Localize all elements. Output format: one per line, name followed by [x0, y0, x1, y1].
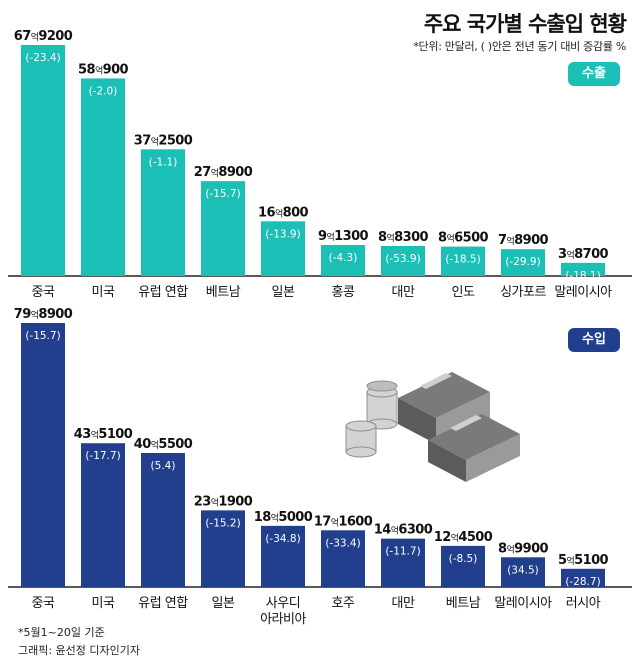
export-value-label: 67억9200 [14, 29, 73, 44]
export-change-label: (-53.9) [385, 253, 420, 265]
import-change-label: (34.5) [507, 564, 539, 576]
export-category-label: 중국 [32, 285, 55, 300]
export-value-label: 3억8700 [558, 247, 608, 262]
import-value-label: 23억1900 [194, 494, 253, 509]
export-bar [441, 246, 485, 276]
import-bar [381, 538, 425, 587]
export-bar [501, 249, 545, 276]
export-value-label: 9억1300 [318, 229, 368, 244]
graphic-credit: 그래픽: 윤선정 디자인기자 [18, 644, 141, 657]
export-value-label: 27억8900 [194, 165, 253, 180]
export-chart: 67억9200 (-23.4) 중국 58억900 (-2.0) 미국 37억2500 (-1… [8, 29, 632, 300]
export-bar [261, 221, 305, 276]
import-bar [141, 453, 185, 587]
import-bar [321, 530, 365, 587]
import-value-label: 12억4500 [434, 530, 493, 545]
import-change-label: (-15.2) [205, 517, 240, 529]
export-category-label: 베트남 [206, 285, 241, 300]
import-value-label: 18억5000 [254, 510, 313, 525]
import-value-label: 14억6300 [374, 523, 433, 538]
export-value-label: 8억6500 [438, 231, 488, 246]
import-value-label: 5억5100 [558, 553, 608, 568]
import-change-label: (-28.7) [565, 576, 600, 588]
export-change-label: (-2.0) [89, 85, 118, 97]
import-change-label: (-33.4) [325, 537, 360, 549]
import-badge: 수입 [568, 328, 620, 352]
import-change-label: (-8.5) [449, 553, 478, 565]
chart-title: 주요 국가별 수출입 현황 [423, 12, 627, 36]
export-category-label: 홍콩 [332, 285, 355, 300]
export-category-label: 말레이시아 [554, 285, 612, 300]
import-value-label: 43억5100 [74, 427, 133, 442]
import-bar [81, 443, 125, 587]
import-category-label: 중국 [32, 596, 55, 611]
import-bar [561, 568, 605, 587]
export-change-label: (-1.1) [149, 156, 178, 168]
export-change-label: (-4.3) [329, 252, 358, 264]
import-category-label: 말레이시아 [494, 596, 552, 611]
export-change-label: (-23.4) [25, 52, 60, 64]
import-value-label: 40억5500 [134, 437, 193, 452]
export-value-label: 16억800 [258, 205, 308, 220]
export-value-label: 7억8900 [498, 233, 548, 248]
import-change-label: (5.4) [151, 460, 176, 472]
export-category-label: 대만 [392, 285, 415, 300]
import-category-label: 호주 [332, 596, 355, 611]
export-change-label: (-18.5) [445, 254, 480, 266]
export-category-label: 싱가포르 [500, 285, 546, 300]
import-bar [441, 545, 485, 587]
import-change-label: (-11.7) [385, 546, 420, 558]
import-change-label: (-17.7) [85, 450, 120, 462]
export-change-label: (-15.7) [205, 188, 240, 200]
import-value-label: 79억8900 [14, 307, 73, 322]
export-value-label: 37억2500 [134, 133, 193, 148]
import-change-label: (-34.8) [265, 533, 300, 545]
import-category-label: 대만 [392, 596, 415, 611]
export-category-label: 유럽 연합 [138, 285, 188, 300]
import-chart: 79억8900 (-15.7) 중국 43억5100 (-17.7) 미국 40억5500 (… [8, 307, 632, 627]
export-bar [321, 244, 365, 276]
import-value-label: 8억9900 [498, 541, 548, 556]
export-change-label: (-13.9) [265, 228, 300, 240]
footnote: *5월1~20일 기준 [18, 626, 105, 639]
import-category-label: 일본 [212, 596, 235, 611]
export-category-label: 인도 [452, 285, 475, 300]
import-bar [21, 323, 65, 587]
export-bar [21, 45, 65, 276]
export-change-label: (-18.1) [565, 270, 600, 282]
export-bar [381, 245, 425, 276]
unit-note: *단위: 만달러, ( )안은 전년 동기 대비 증감률 % [413, 40, 626, 53]
import-category-label: 사우디 [266, 596, 300, 611]
import-bar [201, 510, 245, 587]
import-bar [501, 557, 545, 587]
export-bar [201, 181, 245, 276]
export-category-label: 미국 [92, 285, 115, 300]
export-bar [141, 149, 185, 276]
export-badge: 수출 [568, 62, 620, 86]
import-change-label: (-15.7) [25, 330, 60, 342]
export-bar [561, 262, 605, 276]
export-category-label: 일본 [272, 285, 295, 300]
import-category-label: 유럽 연합 [138, 596, 188, 611]
import-category-label: 베트남 [446, 596, 481, 611]
import-category-label: 아라비아 [260, 612, 306, 627]
import-value-label: 17억1600 [314, 514, 373, 529]
export-change-label: (-29.9) [505, 256, 540, 268]
export-value-label: 58억900 [78, 62, 128, 77]
money-stack-coins-icon [345, 372, 520, 482]
import-bar [261, 525, 305, 587]
import-category-label: 러시아 [566, 596, 601, 611]
export-bar [81, 78, 125, 276]
import-category-label: 미국 [92, 596, 115, 611]
export-value-label: 8억8300 [378, 230, 428, 245]
